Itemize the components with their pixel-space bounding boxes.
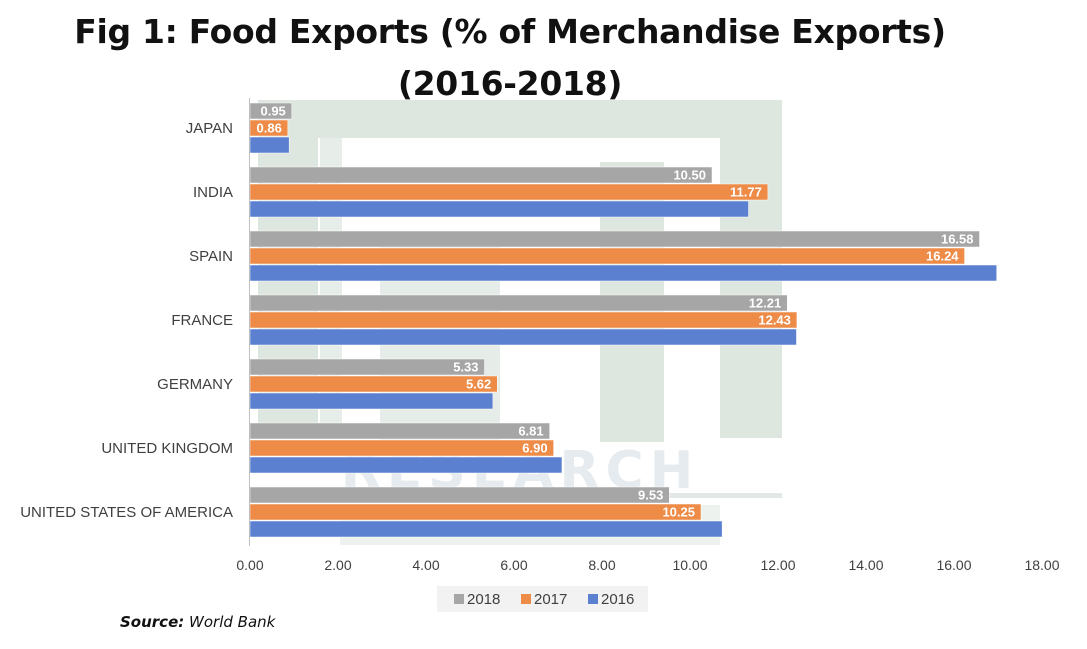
data-label-united-states-of-america-2017: 10.25 bbox=[662, 505, 695, 520]
category-label-united-kingdom: UNITED KINGDOM bbox=[101, 440, 233, 457]
x-tick-label: 4.00 bbox=[412, 557, 439, 573]
legend-swatch-2018 bbox=[454, 594, 464, 604]
data-label-spain-2018: 16.58 bbox=[941, 232, 974, 247]
chart-title-line2: (2016-2018) bbox=[397, 64, 623, 103]
x-tick-label: 6.00 bbox=[500, 557, 527, 573]
category-label-germany: GERMANY bbox=[157, 376, 233, 393]
category-label-india: INDIA bbox=[193, 184, 233, 201]
bar-germany-2017 bbox=[249, 375, 498, 393]
x-tick-label: 8.00 bbox=[588, 557, 615, 573]
legend-swatch-2016 bbox=[588, 594, 598, 604]
data-label-united-states-of-america-2018: 9.53 bbox=[638, 488, 663, 503]
x-tick-label: 0.00 bbox=[236, 557, 263, 573]
bar-united-kingdom-2018 bbox=[249, 422, 550, 440]
bar-united-kingdom-2016 bbox=[249, 456, 563, 474]
bar-france-2017 bbox=[249, 311, 798, 329]
x-tick-label: 14.00 bbox=[848, 557, 883, 573]
data-label-japan-2018: 0.95 bbox=[260, 104, 285, 119]
data-label-japan-2017: 0.86 bbox=[257, 121, 282, 136]
legend-label-2017: 2017 bbox=[534, 591, 567, 608]
legend-background bbox=[437, 586, 648, 612]
x-tick-label: 12.00 bbox=[760, 557, 795, 573]
chart-title-line1: Fig 1: Food Exports (% of Merchandise Ex… bbox=[74, 12, 946, 51]
data-label-germany-2018: 5.33 bbox=[453, 360, 478, 375]
data-label-spain-2017: 16.24 bbox=[926, 249, 959, 264]
bar-germany-2018 bbox=[249, 358, 485, 376]
bar-spain-2016 bbox=[249, 264, 997, 282]
x-tick-label: 18.00 bbox=[1024, 557, 1059, 573]
bar-france-2016 bbox=[249, 328, 797, 346]
bar-japan-2016 bbox=[249, 136, 290, 154]
bar-united-states-of-america-2017 bbox=[249, 503, 702, 521]
bar-spain-2018 bbox=[249, 230, 980, 248]
category-label-united-states-of-america: UNITED STATES OF AMERICA bbox=[20, 504, 233, 521]
bar-india-2017 bbox=[249, 183, 769, 201]
bar-france-2018 bbox=[249, 294, 788, 312]
category-label-japan: JAPAN bbox=[186, 120, 233, 137]
source-note: Source: World Bank bbox=[120, 613, 275, 631]
category-label-france: FRANCE bbox=[171, 312, 233, 329]
legend-swatch-2017 bbox=[521, 594, 531, 604]
bar-united-states-of-america-2016 bbox=[249, 520, 723, 538]
data-label-france-2018: 12.21 bbox=[749, 296, 782, 311]
bar-germany-2016 bbox=[249, 392, 494, 410]
data-label-germany-2017: 5.62 bbox=[466, 377, 491, 392]
bar-india-2016 bbox=[249, 200, 749, 218]
data-label-united-kingdom-2017: 6.90 bbox=[522, 441, 547, 456]
bar-india-2018 bbox=[249, 166, 713, 184]
category-label-spain: SPAIN bbox=[189, 248, 233, 265]
x-tick-label: 10.00 bbox=[672, 557, 707, 573]
bar-united-states-of-america-2018 bbox=[249, 486, 670, 504]
bar-united-kingdom-2017 bbox=[249, 439, 554, 457]
legend-label-2018: 2018 bbox=[467, 591, 500, 608]
data-label-india-2017: 11.77 bbox=[730, 185, 762, 200]
legend: 2018 2017 2016 bbox=[437, 586, 648, 612]
data-label-united-kingdom-2018: 6.81 bbox=[518, 424, 543, 439]
data-label-india-2018: 10.50 bbox=[673, 168, 706, 183]
source-text: World Bank bbox=[189, 613, 276, 631]
data-label-france-2017: 12.43 bbox=[758, 313, 791, 328]
legend-label-2016: 2016 bbox=[601, 591, 634, 608]
source-label: Source: bbox=[120, 613, 185, 631]
bar-spain-2017 bbox=[249, 247, 965, 265]
x-tick-label: 16.00 bbox=[936, 557, 971, 573]
x-tick-label: 2.00 bbox=[324, 557, 351, 573]
